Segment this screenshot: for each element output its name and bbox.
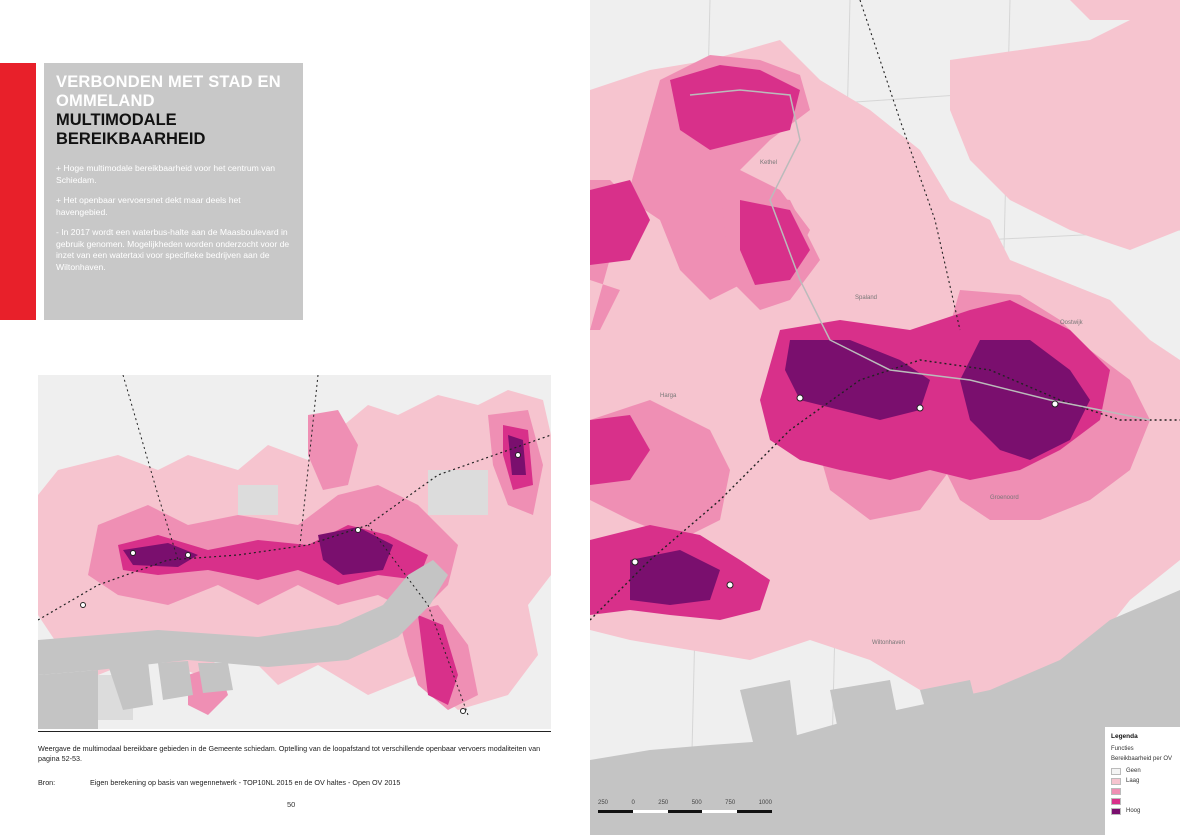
source-text: Eigen berekening op basis van wegennetwe… — [90, 778, 401, 787]
scale-label: 250 — [658, 800, 669, 806]
overview-map — [38, 375, 551, 729]
scale-label: 1000 — [758, 800, 772, 806]
legend-label: Laag — [1126, 778, 1140, 784]
page-number: 50 — [287, 800, 296, 809]
scale-bar-graphic — [598, 810, 772, 813]
scale-label: 750 — [725, 800, 736, 806]
legend-swatch — [1111, 797, 1121, 805]
section-kicker: Verbonden met stad en ommeland — [56, 73, 281, 110]
scale-label: 0 — [631, 800, 635, 806]
right-page: Harga Kethel Spaland Wiltonhaven Oostwij… — [590, 0, 1180, 835]
scale-label: 250 — [598, 800, 609, 806]
source-label: Bron: — [38, 778, 56, 787]
place-label: Spaland — [855, 295, 878, 301]
map-caption: Weergave de multimodaal bereikbare gebie… — [38, 744, 541, 763]
legend-item — [1111, 796, 1174, 806]
legend-swatch — [1111, 787, 1121, 795]
detail-map — [590, 0, 1180, 835]
legend-functions-label: Functies — [1111, 746, 1134, 752]
legend-item: Hoog — [1111, 806, 1174, 816]
accent-bar — [0, 63, 36, 320]
legend-swatch — [1111, 777, 1121, 785]
bullet-item: - In 2017 wordt een waterbus-halte aan d… — [56, 227, 290, 272]
legend-title: Legenda — [1111, 733, 1138, 740]
bullet-list: + Hoge multimodale bereikbaarheid voor h… — [56, 163, 291, 273]
legend-item — [1111, 786, 1174, 796]
place-label: Oostwijk — [1060, 320, 1083, 326]
place-label: Groenoord — [990, 495, 1019, 501]
bullet-item: + Het openbaar vervoersnet dekt maar dee… — [56, 195, 241, 217]
scale-label: 500 — [691, 800, 702, 806]
left-page: Verbonden met stad en ommeland Multimoda… — [0, 63, 558, 809]
legend-label: Geen — [1126, 768, 1141, 774]
caption-rule — [38, 731, 551, 732]
legend-label: Hoog — [1126, 808, 1141, 814]
bullet-item: + Hoge multimodale bereikbaarheid voor h… — [56, 163, 276, 185]
place-label: Kethel — [760, 160, 778, 166]
legend-scale-label: Bereikbaarheid per OV — [1111, 756, 1173, 762]
place-label: Harga — [660, 393, 677, 399]
section-title: Multimodale bereikbaarheid — [56, 111, 206, 148]
header-box: Verbonden met stad en ommeland Multimoda… — [44, 63, 303, 320]
legend-item: Laag — [1111, 776, 1174, 786]
source-line: Bron: Eigen berekening op basis van wege… — [38, 778, 558, 787]
legend-swatch — [1111, 767, 1121, 775]
scale-bar: 250 0 250 500 750 1000 — [590, 800, 780, 830]
legend-swatch — [1111, 807, 1121, 815]
place-label: Wiltonhaven — [872, 640, 906, 646]
legend-item: Geen — [1111, 766, 1174, 776]
map-legend: Legenda Functies Bereikbaarheid per OV G… — [1105, 727, 1180, 835]
